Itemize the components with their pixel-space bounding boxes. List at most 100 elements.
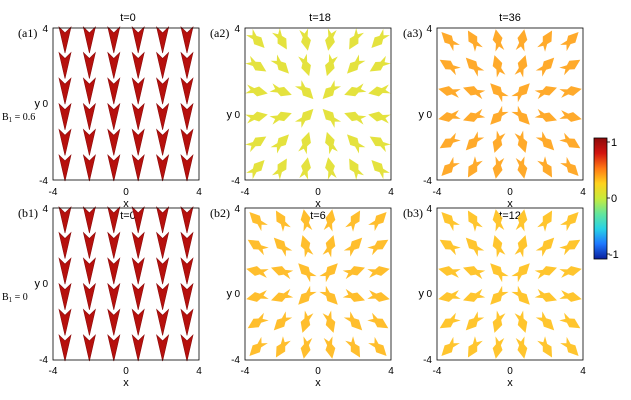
vector-glyph <box>325 28 337 51</box>
vector-glyph <box>131 308 145 336</box>
vector-glyph <box>441 32 460 52</box>
colorbar-tick-label: 0 <box>611 193 617 205</box>
vector-glyph <box>271 266 294 280</box>
vector-glyph <box>322 235 336 258</box>
x-tick-label: 0 <box>123 187 129 198</box>
vector-glyph <box>371 160 390 180</box>
vector-glyph <box>58 102 72 130</box>
vector-glyph <box>82 128 96 156</box>
vector-glyph <box>342 288 365 302</box>
vector-glyph <box>273 237 293 257</box>
row-label-a: B1 = 0.6 <box>2 112 35 124</box>
vector-glyph <box>131 77 145 105</box>
vector-glyph <box>156 77 170 105</box>
vector-glyph <box>245 111 268 124</box>
vector-glyph <box>300 209 313 232</box>
vector-glyph <box>180 77 194 105</box>
vector-glyph <box>269 111 292 125</box>
vector-glyph <box>534 288 557 302</box>
vector-glyph <box>322 80 342 100</box>
vector-glyph <box>156 308 170 336</box>
y-axis-label: y <box>35 98 41 110</box>
vector-glyph <box>492 209 505 232</box>
vector-glyph <box>180 334 194 362</box>
vector-field <box>245 28 391 180</box>
vector-glyph <box>439 312 461 329</box>
y-tick-label: 0 <box>426 110 432 121</box>
vector-glyph <box>107 206 121 234</box>
vector-glyph <box>300 310 314 333</box>
vector-glyph <box>58 206 72 234</box>
vector-glyph <box>107 154 121 182</box>
y-tick-label: 4 <box>426 204 432 215</box>
vector-glyph <box>492 310 506 333</box>
vector-glyph <box>82 102 96 130</box>
vector-glyph <box>322 310 336 333</box>
x-tick-label: 4 <box>580 187 586 198</box>
vector-glyph <box>559 110 582 122</box>
vector-field <box>58 206 194 362</box>
vector-glyph <box>180 206 194 234</box>
vector-glyph <box>269 83 292 97</box>
vector-glyph <box>156 51 170 79</box>
vector-glyph <box>82 26 96 54</box>
panel-title: t=12 <box>499 210 521 222</box>
vector-glyph <box>82 51 96 79</box>
vector-glyph <box>107 102 121 130</box>
x-tick-label: 0 <box>315 187 321 198</box>
x-tick-label: 4 <box>388 187 394 198</box>
x-tick-label: -4 <box>241 366 250 377</box>
x-axis-label: x <box>315 198 321 210</box>
y-tick-label: -4 <box>423 176 432 187</box>
vector-glyph <box>249 336 268 356</box>
vector-glyph <box>271 288 294 302</box>
vector-glyph <box>245 84 268 97</box>
vector-glyph <box>325 157 337 180</box>
vector-glyph <box>514 130 528 153</box>
vector-glyph <box>345 210 361 232</box>
vector-glyph <box>463 266 486 280</box>
x-tick-label: -4 <box>241 187 250 198</box>
x-axis-label: x <box>507 198 513 210</box>
x-tick-label: 4 <box>388 366 394 377</box>
vector-glyph <box>438 86 461 98</box>
y-tick-label: -4 <box>231 355 240 366</box>
vector-glyph <box>490 263 509 283</box>
vector-glyph <box>246 290 269 302</box>
vector-glyph <box>180 51 194 79</box>
vector-glyph <box>180 102 194 130</box>
vector-glyph <box>537 336 553 358</box>
vector-glyph <box>131 26 145 54</box>
x-axis-label: x <box>507 377 513 389</box>
vector-glyph <box>131 334 145 362</box>
x-tick-label: -4 <box>49 366 58 377</box>
vector-glyph <box>131 231 145 259</box>
vector-glyph <box>349 158 364 180</box>
vector-glyph <box>273 311 293 331</box>
panel-b3: (b3) t=12 -4 0 4 x -4 0 4 y <box>403 204 586 389</box>
vector-glyph <box>245 136 267 153</box>
vector-glyph <box>180 231 194 259</box>
vector-glyph <box>369 55 391 72</box>
vector-glyph <box>467 30 483 52</box>
y-tick-label: -4 <box>231 176 240 187</box>
vector-glyph <box>560 336 579 356</box>
vector-glyph <box>492 235 506 258</box>
vector-glyph <box>156 102 170 130</box>
colorbar-bar <box>593 137 608 260</box>
plot-frame <box>52 27 200 181</box>
y-tick-label: 0 <box>426 289 432 300</box>
vector-glyph <box>492 29 505 52</box>
vector-field <box>438 29 582 179</box>
vector-field <box>246 209 390 359</box>
vector-glyph <box>156 334 170 362</box>
vector-glyph <box>275 210 291 232</box>
vector-glyph <box>368 212 387 232</box>
vector-glyph <box>299 28 311 51</box>
y-axis-label: y <box>227 109 233 121</box>
vector-glyph <box>367 312 389 329</box>
vector-glyph <box>131 128 145 156</box>
y-tick-label: -4 <box>39 176 48 187</box>
vector-glyph <box>156 231 170 259</box>
y-tick-label: 0 <box>42 99 48 110</box>
